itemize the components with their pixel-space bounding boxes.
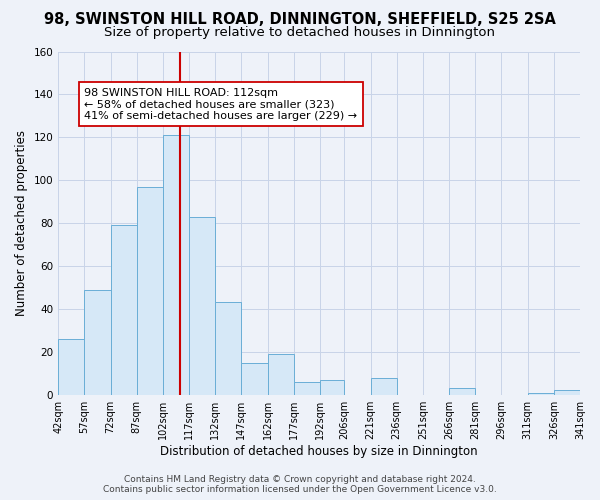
- Bar: [215, 302, 241, 394]
- Bar: [371, 378, 397, 394]
- Bar: [58, 339, 85, 394]
- Bar: [554, 390, 580, 394]
- Bar: [320, 380, 344, 394]
- Text: Size of property relative to detached houses in Dinnington: Size of property relative to detached ho…: [104, 26, 496, 39]
- Bar: [163, 135, 189, 394]
- Bar: [241, 362, 268, 394]
- Bar: [110, 225, 137, 394]
- Bar: [189, 216, 215, 394]
- Bar: [527, 392, 554, 394]
- Text: Contains HM Land Registry data © Crown copyright and database right 2024.
Contai: Contains HM Land Registry data © Crown c…: [103, 474, 497, 494]
- Bar: [137, 186, 163, 394]
- Y-axis label: Number of detached properties: Number of detached properties: [15, 130, 28, 316]
- Bar: [449, 388, 475, 394]
- Text: 98, SWINSTON HILL ROAD, DINNINGTON, SHEFFIELD, S25 2SA: 98, SWINSTON HILL ROAD, DINNINGTON, SHEF…: [44, 12, 556, 28]
- Bar: [294, 382, 320, 394]
- Text: 98 SWINSTON HILL ROAD: 112sqm
← 58% of detached houses are smaller (323)
41% of : 98 SWINSTON HILL ROAD: 112sqm ← 58% of d…: [84, 88, 358, 120]
- X-axis label: Distribution of detached houses by size in Dinnington: Distribution of detached houses by size …: [160, 444, 478, 458]
- Bar: [85, 290, 110, 395]
- Bar: [268, 354, 294, 395]
